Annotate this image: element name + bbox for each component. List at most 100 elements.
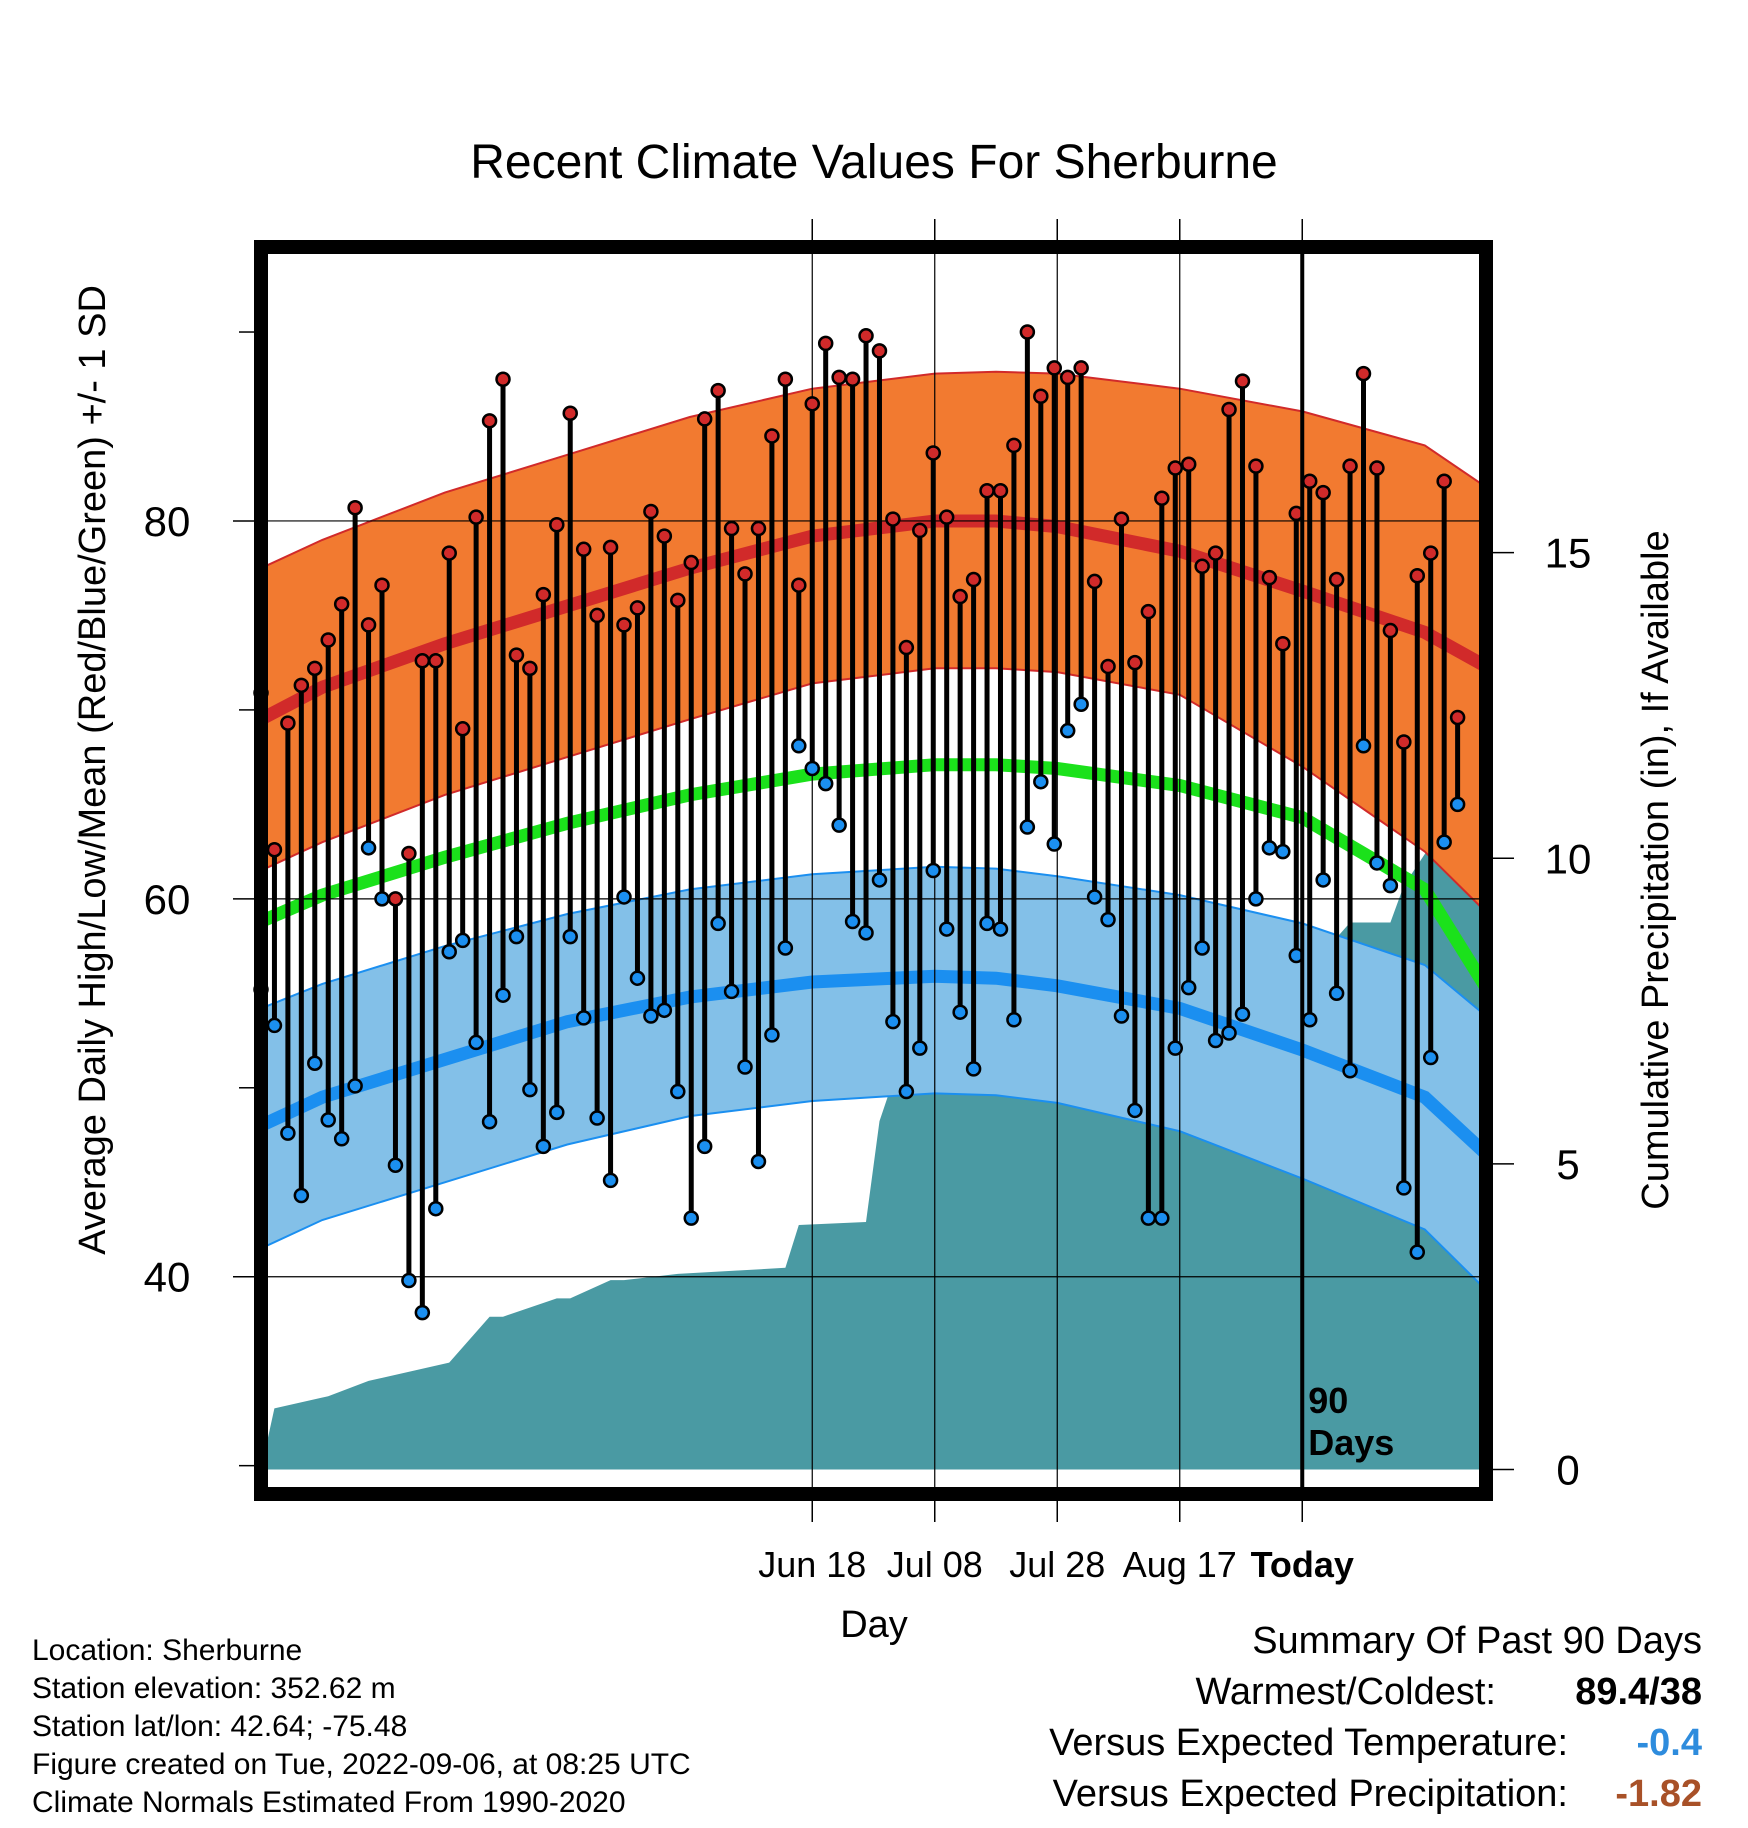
daily-high-point bbox=[441, 545, 457, 561]
daily-low-point bbox=[387, 1157, 404, 1173]
footer-elevation: Station elevation: 352.62 m bbox=[32, 1672, 396, 1705]
daily-high-point bbox=[844, 371, 861, 388]
daily-low-point bbox=[670, 1083, 686, 1100]
daily-high-point bbox=[1382, 622, 1399, 639]
daily-low-point bbox=[414, 1304, 431, 1321]
daily-high-point bbox=[938, 509, 955, 525]
y2-tick-label: 5 bbox=[1556, 1141, 1579, 1188]
y-tick-label: 60 bbox=[144, 876, 191, 923]
daily-low-point bbox=[589, 1110, 605, 1126]
daily-high-point bbox=[1127, 654, 1143, 671]
daily-high-point bbox=[414, 653, 431, 669]
daily-low-point bbox=[885, 1013, 901, 1030]
y-tick-label: 80 bbox=[144, 498, 191, 545]
summary-precip-label: Versus Expected Precipitation: bbox=[1052, 1773, 1568, 1815]
daily-low-point bbox=[562, 928, 578, 945]
chart-title: Recent Climate Values For Sherburne bbox=[470, 136, 1278, 189]
daily-high-point bbox=[1140, 603, 1157, 620]
daily-low-point bbox=[1248, 891, 1264, 907]
daily-high-point bbox=[401, 845, 417, 862]
daily-high-point bbox=[791, 577, 807, 593]
daily-high-point bbox=[764, 428, 780, 444]
daily-low-point bbox=[925, 862, 942, 879]
daily-high-point bbox=[495, 371, 511, 388]
daily-low-point bbox=[831, 817, 847, 833]
daily-high-point bbox=[871, 343, 888, 359]
daily-high-point bbox=[1422, 545, 1439, 561]
daily-low-point bbox=[938, 921, 955, 937]
daily-high-point bbox=[374, 577, 390, 593]
daily-low-point bbox=[1100, 911, 1116, 928]
footer-latlon: Station lat/lon: 42.64; -75.48 bbox=[32, 1710, 408, 1743]
daily-low-point bbox=[844, 913, 861, 930]
daily-low-point bbox=[750, 1153, 767, 1170]
daily-low-point bbox=[441, 943, 457, 960]
daily-low-point bbox=[858, 925, 874, 941]
y2-tick-label: 0 bbox=[1556, 1447, 1579, 1494]
daily-high-point bbox=[602, 539, 619, 556]
daily-low-point bbox=[1059, 722, 1076, 739]
daily-high-point bbox=[1180, 456, 1197, 473]
daily-high-point bbox=[468, 509, 484, 525]
daily-low-point bbox=[1396, 1180, 1412, 1196]
daily-high-point bbox=[817, 335, 834, 352]
daily-low-point bbox=[791, 738, 807, 754]
daily-low-point bbox=[1436, 834, 1452, 850]
daily-high-point bbox=[575, 541, 592, 558]
daily-high-point bbox=[629, 600, 646, 616]
daily-low-point bbox=[1073, 696, 1089, 712]
daily-low-point bbox=[1328, 985, 1345, 1002]
daily-high-point bbox=[1396, 734, 1412, 750]
daily-high-point bbox=[589, 607, 605, 624]
daily-low-point bbox=[696, 1138, 713, 1155]
daily-low-point bbox=[1221, 1025, 1237, 1041]
daily-low-point bbox=[1006, 1012, 1022, 1028]
daily-high-point bbox=[723, 520, 740, 537]
daily-high-point bbox=[1033, 388, 1049, 405]
x-tick-label: Jul 28 bbox=[1009, 1544, 1105, 1585]
y2-axis-label: Cumulative Precipitation (in), If Availa… bbox=[1635, 530, 1677, 1209]
daily-low-point bbox=[1046, 836, 1063, 852]
daily-high-point bbox=[1046, 360, 1063, 376]
daily-low-point bbox=[333, 1131, 350, 1147]
daily-low-point bbox=[737, 1059, 753, 1075]
daily-high-point bbox=[320, 632, 336, 648]
daily-low-point bbox=[1449, 796, 1466, 813]
daily-high-point bbox=[898, 639, 915, 656]
summary-temp-value: -0.4 bbox=[1636, 1722, 1702, 1764]
x-tick-label: Jun 18 bbox=[758, 1544, 866, 1585]
daily-high-point bbox=[616, 617, 632, 633]
daily-high-point bbox=[952, 588, 968, 605]
daily-low-point bbox=[656, 1002, 673, 1019]
y2-tick-label: 15 bbox=[1545, 530, 1592, 577]
daily-low-point bbox=[1140, 1210, 1157, 1226]
daily-high-point bbox=[387, 891, 404, 907]
daily-high-point bbox=[1275, 636, 1291, 652]
daily-high-point bbox=[1006, 437, 1022, 454]
daily-low-point bbox=[898, 1083, 915, 1100]
daily-low-point bbox=[428, 1200, 444, 1217]
x-tick-label: Today bbox=[1251, 1544, 1354, 1585]
daily-high-point bbox=[804, 396, 820, 412]
daily-low-point bbox=[495, 987, 511, 1003]
daily-high-point bbox=[710, 382, 726, 399]
daily-high-point bbox=[1073, 360, 1089, 376]
daily-high-point bbox=[1409, 568, 1426, 584]
daily-high-point bbox=[979, 482, 995, 499]
daily-high-point bbox=[750, 520, 767, 537]
daily-low-point bbox=[1086, 889, 1103, 905]
daily-low-point bbox=[549, 1104, 565, 1121]
daily-low-point bbox=[710, 915, 726, 932]
daily-high-point bbox=[360, 617, 377, 633]
daily-low-point bbox=[1355, 738, 1372, 754]
daily-low-point bbox=[1315, 872, 1331, 888]
daily-low-point bbox=[683, 1210, 699, 1226]
daily-low-point bbox=[629, 970, 646, 986]
today-label: 90 Days bbox=[1308, 1380, 1394, 1463]
daily-low-point bbox=[307, 1055, 323, 1071]
summary-warmest-value: 89.4 bbox=[1575, 1671, 1650, 1713]
daily-high-point bbox=[1113, 511, 1130, 527]
daily-high-point bbox=[1342, 458, 1358, 474]
daily-high-point bbox=[1328, 571, 1345, 588]
